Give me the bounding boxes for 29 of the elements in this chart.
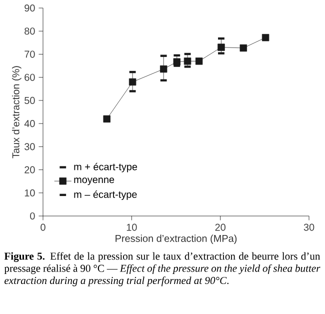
annotation: m – écart-type [74,190,137,200]
x-axis-title: Pression d’extraction (MPa) [116,234,237,244]
y-tick-label: 60 [24,74,35,81]
y-tick-label: 50 [24,96,35,104]
point [128,78,136,86]
annotation: m + écart-type [74,162,138,172]
point [195,58,203,65]
legend-label: moyenne [74,178,114,186]
y-tick-label: 10 [24,189,35,196]
x-tick-label: 30 [304,224,314,231]
point [262,34,270,42]
point [160,65,168,73]
point [218,44,225,51]
point [103,115,110,123]
point [184,58,192,65]
y-tick-label: 70 [24,50,35,58]
x-tick-label: 10 [126,224,137,231]
x-tick-label: 20 [215,224,226,231]
y-tick-label: 30 [24,143,35,150]
y-tick-label: 20 [24,166,35,174]
x-tick-label: 0 [40,224,46,231]
y-tick-label: 80 [24,28,35,35]
y-tick-label: 0 [30,212,35,220]
point [173,58,180,66]
y-axis-title: Taux d’extraction (%) [12,66,22,158]
point [240,44,247,52]
text: Figure 5. Effet de la pression sur le taux d’extraction de beurre lors d’un pressage réalisé à 90 °C — Effect of the pressure on the yield of shea butter extraction during a pressing trial performed at 90°C. [4,252,320,286]
y-tick-label: 40 [24,120,35,128]
y-tick-label: 90 [24,4,35,12]
